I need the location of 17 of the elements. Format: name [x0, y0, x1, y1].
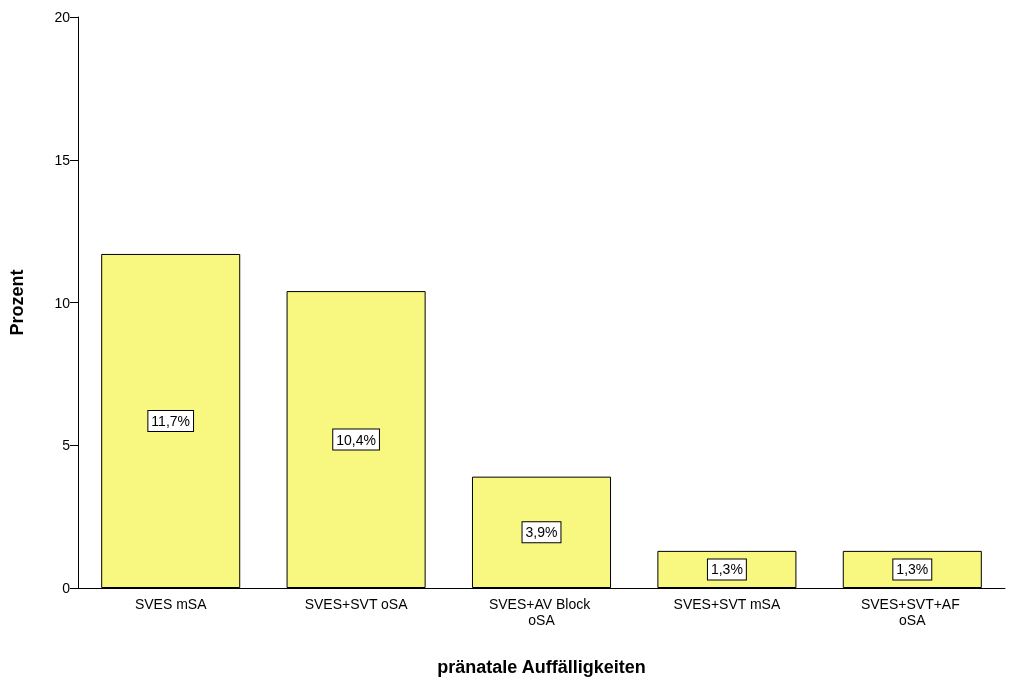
y-tick-label: 10 — [54, 294, 71, 311]
data-label: 1,3% — [710, 561, 743, 578]
data-label: 11,7% — [151, 412, 191, 429]
x-tick-label: SVES+SVT mSA — [673, 596, 781, 612]
x-tick-label: SVES+SVT oSA — [304, 596, 409, 612]
y-tick-label: 5 — [62, 437, 71, 454]
x-tick-label: SVES mSA — [134, 596, 208, 612]
y-axis-title: Prozent — [7, 269, 27, 336]
y-tick-label: 20 — [54, 9, 71, 25]
data-label: 3,9% — [525, 524, 558, 541]
x-tick-label: SVES+SVT+AF oSA — [860, 596, 964, 628]
x-axis-title: pränatale Auffälligkeiten — [437, 657, 646, 677]
y-tick-label: 0 — [62, 580, 71, 596]
data-label: 10,4% — [336, 431, 376, 448]
y-tick-label: 15 — [54, 151, 71, 168]
data-label: 1,3% — [896, 561, 929, 578]
x-tick-label: SVES+AV Block oSA — [488, 596, 595, 628]
